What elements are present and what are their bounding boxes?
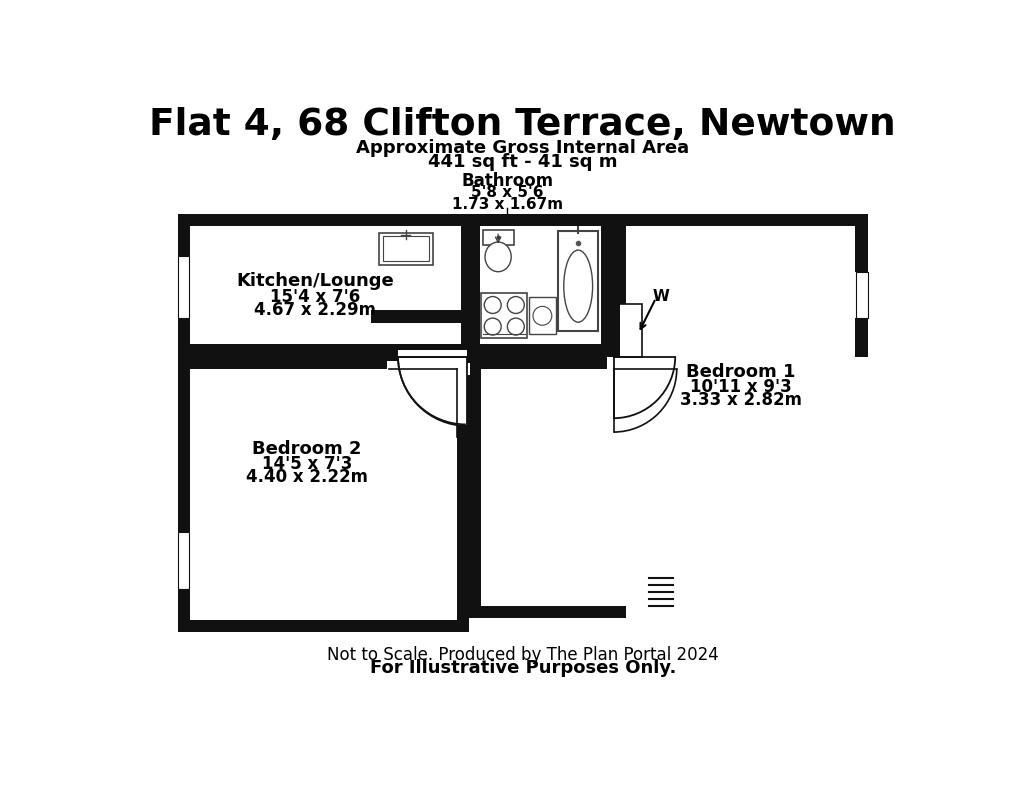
Bar <box>849 272 867 318</box>
Ellipse shape <box>564 250 592 322</box>
Bar <box>190 227 467 344</box>
Bar <box>626 227 855 620</box>
Text: 15'4 x 7'6: 15'4 x 7'6 <box>269 288 360 306</box>
Bar <box>479 227 601 344</box>
Bar <box>177 356 469 632</box>
Bar <box>469 356 660 619</box>
Circle shape <box>484 318 500 335</box>
Text: Bedroom 2: Bedroom 2 <box>252 440 362 458</box>
Bar <box>481 369 648 606</box>
Text: Not to Scale. Produced by The Plan Portal 2024: Not to Scale. Produced by The Plan Porta… <box>326 645 718 664</box>
Bar <box>461 214 473 356</box>
Bar <box>855 272 867 318</box>
Bar <box>607 356 620 418</box>
Bar <box>607 367 620 432</box>
Text: Bedroom 1: Bedroom 1 <box>685 363 795 381</box>
Text: Flat 4, 68 Clifton Terrace, Newtown: Flat 4, 68 Clifton Terrace, Newtown <box>150 107 895 143</box>
Circle shape <box>533 307 551 325</box>
Bar <box>177 532 190 589</box>
Text: For Illustrative Purposes Only.: For Illustrative Purposes Only. <box>369 660 676 678</box>
Bar <box>529 297 555 334</box>
Bar <box>177 214 867 356</box>
Bar <box>371 310 479 323</box>
Text: 14'5 x 7'3: 14'5 x 7'3 <box>262 454 352 472</box>
Bar <box>482 230 513 245</box>
Text: Approximate Gross Internal Area: Approximate Gross Internal Area <box>356 139 689 157</box>
Bar <box>397 351 467 363</box>
Bar <box>613 304 642 356</box>
Bar <box>607 356 620 418</box>
Text: 5'8 x 5'6: 5'8 x 5'6 <box>471 185 543 200</box>
Circle shape <box>506 318 524 335</box>
Bar <box>397 350 467 363</box>
Text: 10'11 x 9'3: 10'11 x 9'3 <box>689 378 791 396</box>
Bar <box>613 304 642 356</box>
Bar <box>557 231 597 331</box>
Text: 4.67 x 2.29m: 4.67 x 2.29m <box>254 302 375 319</box>
Bar <box>481 293 527 338</box>
Text: 1.73 x 1.67m: 1.73 x 1.67m <box>451 197 562 212</box>
Bar <box>177 257 190 318</box>
Text: Kitchen/Lounge: Kitchen/Lounge <box>235 272 393 290</box>
Bar <box>613 356 675 418</box>
Text: 4.40 x 2.22m: 4.40 x 2.22m <box>246 468 368 487</box>
Text: W: W <box>652 289 669 304</box>
Bar <box>382 236 428 261</box>
Bar <box>481 369 648 606</box>
Bar <box>177 257 196 318</box>
Text: 3.33 x 2.82m: 3.33 x 2.82m <box>679 392 801 409</box>
Bar <box>397 356 467 426</box>
Circle shape <box>484 296 500 314</box>
Bar <box>607 214 620 356</box>
Bar <box>378 232 432 265</box>
Ellipse shape <box>485 242 511 272</box>
Bar <box>177 532 196 589</box>
Bar <box>387 361 470 375</box>
Bar <box>457 351 479 363</box>
Circle shape <box>506 296 524 314</box>
Bar <box>190 369 457 620</box>
Text: Bathroom: Bathroom <box>461 172 553 190</box>
Bar <box>190 227 371 310</box>
Text: 441 sq ft - 41 sq m: 441 sq ft - 41 sq m <box>428 152 616 171</box>
